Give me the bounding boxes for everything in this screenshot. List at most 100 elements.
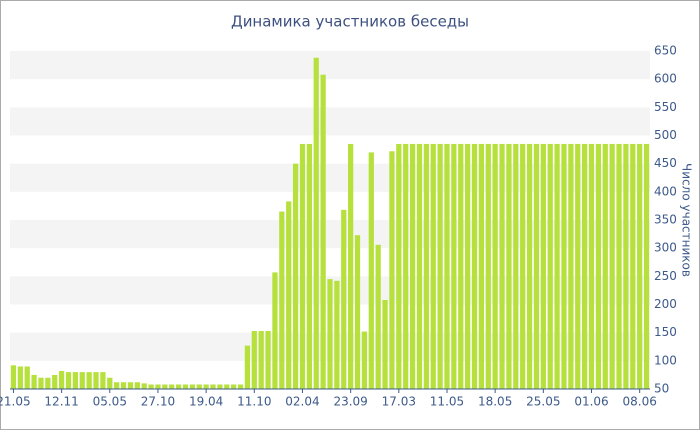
bar (382, 299, 388, 389)
bar (588, 143, 595, 389)
bar (65, 372, 72, 389)
x-tick-label: 21.05 (0, 395, 31, 409)
grid-band (10, 51, 650, 80)
y-tick-label: 200 (654, 297, 677, 311)
bar (306, 143, 312, 389)
bar (513, 143, 519, 389)
y-tick-label: 50 (654, 382, 669, 396)
bar (175, 384, 182, 389)
bar (10, 365, 17, 389)
bar (182, 384, 189, 389)
bar (141, 383, 147, 389)
y-tick-label: 300 (654, 241, 677, 255)
bar (272, 272, 278, 389)
bar (478, 143, 485, 389)
bar (134, 382, 140, 389)
y-axis-label: Число участников (680, 163, 694, 277)
y-tick-label: 450 (654, 156, 677, 170)
bar (24, 366, 30, 389)
bar (458, 143, 464, 389)
grid-band (10, 163, 650, 192)
bar (643, 143, 650, 389)
bar (396, 143, 402, 389)
y-tick-label: 500 (654, 128, 677, 142)
bar (17, 366, 23, 389)
x-tick-label: 08.06 (622, 395, 656, 409)
x-tick-label: 17.03 (382, 395, 416, 409)
bar (224, 384, 230, 389)
bar (368, 152, 374, 389)
x-tick-label: 05.05 (93, 395, 127, 409)
bar (630, 143, 636, 389)
y-tick-label: 400 (654, 184, 677, 198)
bar (79, 372, 85, 389)
bar (341, 209, 347, 389)
chart-title: Динамика участников беседы (231, 13, 469, 31)
bar (375, 244, 381, 389)
y-tick-label: 150 (654, 325, 677, 339)
bar (93, 372, 99, 389)
y-tick-label: 650 (654, 44, 677, 58)
bar (471, 143, 478, 389)
y-tick-label: 550 (654, 100, 677, 114)
bar (616, 143, 622, 389)
bar (107, 377, 113, 389)
bar (251, 330, 257, 389)
bar (265, 330, 271, 389)
bar (533, 143, 540, 389)
x-tick-label: 23.09 (333, 395, 367, 409)
bar (196, 384, 202, 389)
bar (409, 143, 416, 389)
bar (403, 143, 409, 389)
bar (623, 143, 629, 389)
x-tick-label: 12.11 (44, 395, 78, 409)
bar (582, 143, 588, 389)
bar (237, 384, 244, 389)
bar (354, 235, 361, 389)
bar (554, 143, 560, 389)
x-tick-label: 19.04 (189, 395, 223, 409)
bar (520, 143, 526, 389)
bar (203, 384, 209, 389)
x-tick-label: 01.06 (574, 395, 608, 409)
bar (148, 384, 154, 389)
bar (485, 143, 491, 389)
bar (217, 384, 223, 389)
grid-band (10, 107, 650, 136)
y-tick-label: 600 (654, 72, 677, 86)
bar (127, 382, 134, 389)
bar (416, 143, 423, 389)
bar (437, 143, 443, 389)
bar (575, 143, 581, 389)
bar (244, 345, 251, 389)
bar (86, 372, 92, 389)
bar (114, 382, 120, 389)
grid-band (10, 220, 650, 249)
bar (162, 384, 168, 389)
x-tick-label: 27.10 (141, 395, 175, 409)
bar (155, 384, 161, 389)
bar (100, 372, 106, 389)
bar (327, 279, 333, 389)
bar (189, 384, 195, 389)
bar (430, 143, 436, 389)
bar (540, 143, 546, 389)
bar (602, 143, 608, 389)
bar (52, 374, 58, 389)
bar (72, 372, 78, 389)
bar (506, 143, 512, 389)
bar (292, 163, 299, 389)
bar (361, 331, 368, 389)
bar (210, 384, 216, 389)
bar (423, 143, 429, 389)
bar (169, 384, 175, 389)
bar (561, 143, 567, 389)
bar (526, 143, 533, 389)
bar (279, 211, 285, 389)
y-tick-label: 250 (654, 269, 677, 283)
bar (231, 384, 237, 389)
bar (492, 143, 498, 389)
bar (58, 370, 65, 389)
